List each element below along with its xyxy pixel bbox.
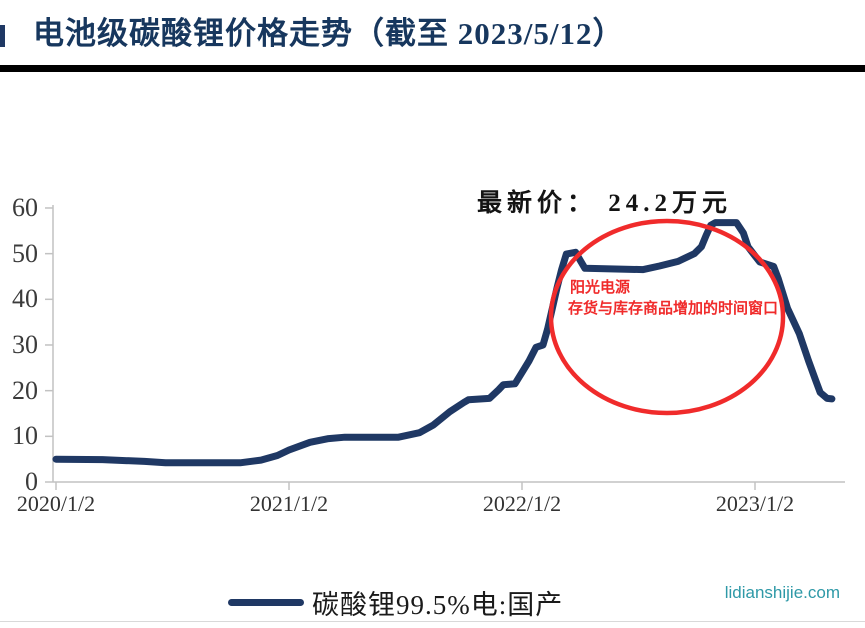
y-axis-tick-label: 50 (12, 238, 38, 268)
x-axis-tick-label: 2021/1/2 (249, 491, 329, 516)
x-axis-tick-label: 2023/1/2 (715, 491, 795, 516)
y-axis-tick-label: 60 (12, 192, 38, 222)
ellipse-note-line1: 阳光电源 (570, 279, 631, 296)
ellipse-note-line2: 存货与库存商品增加的时间窗口 (568, 300, 779, 317)
x-axis-tick-label: 2022/1/2 (482, 491, 562, 516)
highlight-ellipse (548, 218, 786, 416)
y-axis-tick-label: 0 (25, 467, 38, 496)
y-axis-tick-label: 20 (12, 375, 38, 405)
price-line-series (52, 219, 836, 467)
latest-price-annotation: 最新价： 24.2万元 (477, 190, 733, 217)
watermark-link[interactable]: lidianshijie.com (724, 583, 840, 602)
chart-legend: 碳酸锂99.5%电:国产 (228, 586, 563, 620)
title-divider-rule (0, 65, 865, 72)
y-axis-tick-label: 10 (12, 421, 38, 451)
legend-line-swatch (228, 598, 304, 606)
y-axis-tick-label: 40 (12, 284, 38, 314)
title-edge-mark (0, 25, 5, 47)
bottom-hairline (0, 621, 865, 622)
y-axis-tick-label: 30 (12, 329, 38, 359)
legend-label: 碳酸锂99.5%电:国产 (312, 589, 564, 620)
x-axis-tick-label: 2020/1/2 (16, 491, 96, 516)
page-title: 电池级碳酸锂价格走势（截至 2023/5/12） (33, 16, 625, 51)
